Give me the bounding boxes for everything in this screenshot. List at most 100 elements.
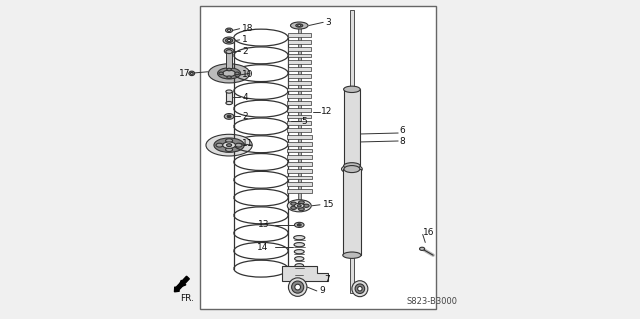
FancyArrow shape (175, 276, 189, 292)
Ellipse shape (227, 50, 231, 52)
Bar (344, 89, 360, 166)
Text: 6: 6 (399, 126, 405, 135)
Ellipse shape (235, 72, 239, 75)
Ellipse shape (225, 148, 232, 152)
Ellipse shape (189, 71, 195, 76)
Ellipse shape (298, 224, 300, 226)
Ellipse shape (227, 115, 231, 118)
Bar (287, 74, 311, 78)
Text: 15: 15 (323, 200, 334, 209)
Ellipse shape (225, 38, 232, 43)
Text: 18: 18 (242, 24, 253, 33)
Ellipse shape (227, 40, 230, 41)
Ellipse shape (291, 206, 296, 209)
Ellipse shape (291, 202, 296, 205)
Bar (287, 128, 312, 132)
Text: 13: 13 (257, 220, 269, 229)
Bar (288, 40, 310, 44)
Ellipse shape (225, 139, 232, 143)
Text: FR.: FR. (180, 294, 193, 303)
Ellipse shape (218, 68, 241, 79)
Text: 14: 14 (257, 243, 268, 252)
Ellipse shape (355, 284, 365, 293)
Ellipse shape (294, 249, 304, 254)
Text: 4: 4 (242, 93, 248, 102)
Ellipse shape (344, 86, 360, 93)
Ellipse shape (298, 25, 301, 26)
Ellipse shape (352, 281, 368, 297)
Text: 8: 8 (399, 137, 405, 146)
Bar (287, 189, 312, 193)
Bar (287, 155, 312, 159)
Bar (288, 33, 310, 37)
Ellipse shape (226, 101, 232, 105)
Ellipse shape (299, 207, 304, 211)
Ellipse shape (291, 22, 308, 29)
Ellipse shape (226, 90, 232, 93)
Ellipse shape (294, 243, 305, 247)
Ellipse shape (225, 28, 232, 33)
Ellipse shape (294, 222, 304, 227)
Bar (226, 92, 232, 103)
Ellipse shape (343, 252, 361, 258)
Bar (200, 6, 436, 309)
Bar (288, 47, 310, 51)
Text: 1: 1 (242, 35, 248, 44)
Text: 3: 3 (326, 18, 332, 27)
Ellipse shape (223, 142, 236, 148)
Text: 10: 10 (242, 70, 253, 79)
Ellipse shape (223, 37, 235, 44)
Text: 9: 9 (319, 286, 325, 295)
Text: S823-B3000: S823-B3000 (406, 297, 457, 306)
Ellipse shape (342, 165, 362, 174)
Bar (287, 142, 312, 145)
Ellipse shape (216, 143, 223, 147)
Ellipse shape (224, 114, 234, 119)
Ellipse shape (299, 201, 304, 204)
Bar (287, 101, 311, 105)
Bar (350, 10, 354, 293)
Bar (287, 135, 312, 139)
Bar (287, 169, 312, 173)
Ellipse shape (228, 116, 230, 117)
Ellipse shape (298, 224, 301, 226)
Ellipse shape (209, 64, 250, 83)
Bar (287, 149, 312, 152)
Bar (287, 94, 311, 98)
Ellipse shape (420, 247, 424, 250)
Bar (287, 88, 311, 91)
Ellipse shape (298, 205, 301, 207)
Text: 7: 7 (324, 275, 330, 284)
Bar (287, 81, 311, 85)
Bar (287, 162, 312, 166)
Ellipse shape (294, 204, 304, 208)
Ellipse shape (214, 138, 244, 152)
Ellipse shape (358, 286, 362, 291)
Bar (226, 52, 232, 68)
Ellipse shape (292, 281, 304, 293)
Bar (287, 67, 311, 71)
Ellipse shape (303, 204, 309, 207)
Ellipse shape (227, 144, 232, 146)
Ellipse shape (344, 163, 360, 169)
Ellipse shape (289, 278, 307, 296)
Text: 12: 12 (321, 107, 332, 116)
Bar (298, 24, 301, 206)
Bar (343, 169, 361, 255)
Bar (287, 115, 311, 118)
Bar (287, 176, 312, 179)
Ellipse shape (228, 50, 230, 52)
Bar (287, 182, 312, 186)
Ellipse shape (294, 256, 304, 261)
Ellipse shape (295, 263, 303, 268)
Bar (288, 54, 311, 57)
Text: 2: 2 (242, 47, 248, 56)
Ellipse shape (295, 284, 301, 290)
Text: 2: 2 (242, 112, 248, 121)
Ellipse shape (235, 143, 242, 147)
Bar (287, 122, 312, 125)
Ellipse shape (295, 271, 303, 275)
Text: 17: 17 (179, 69, 191, 78)
Ellipse shape (219, 72, 223, 75)
Ellipse shape (191, 72, 193, 74)
